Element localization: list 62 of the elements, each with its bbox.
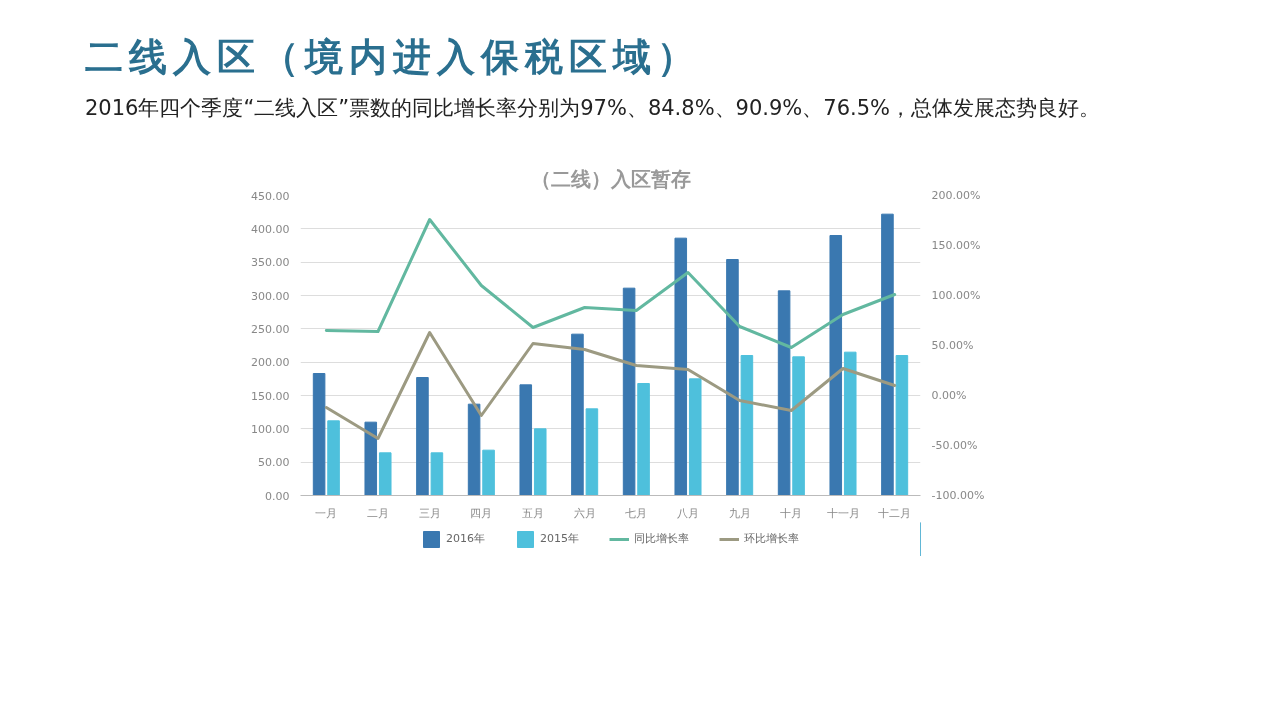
bar [881, 213, 894, 496]
bar [674, 237, 688, 496]
y-tick-label: 0.00 [265, 489, 290, 503]
x-tick-label: 九月 [728, 506, 751, 520]
chart-title: （二线）入区暂存 [530, 166, 691, 191]
y2-tick-label: 100.00% [931, 288, 981, 302]
bar [430, 452, 444, 496]
bar [622, 287, 636, 496]
x-tick-label: 三月 [418, 506, 441, 520]
bar [519, 384, 533, 496]
bar [482, 449, 495, 496]
y2-tick-label: 200.00% [931, 188, 981, 202]
bar [312, 372, 326, 496]
y-tick-label: 200.00 [251, 355, 290, 369]
y-tick-label: 100.00 [251, 422, 290, 436]
bar [585, 408, 599, 496]
bar [378, 452, 392, 496]
x-tick-label: 七月 [625, 506, 648, 520]
x-tick-label: 十二月 [878, 506, 912, 520]
y-tick-label: 50.00 [258, 455, 290, 469]
bar [416, 376, 429, 496]
y2-tick-label: 0.00% [931, 388, 967, 402]
bar [327, 420, 340, 496]
bar [467, 403, 481, 496]
bar [688, 378, 702, 496]
bar [740, 354, 754, 496]
x-tick-label: 四月 [470, 506, 493, 520]
y2-tick-label: 150.00% [931, 238, 981, 252]
legend-label: 环比增长率 [744, 531, 799, 547]
y-tick-label: 150.00 [251, 389, 290, 403]
x-tick-label: 六月 [573, 506, 596, 520]
y2-tick-label: -50.00% [931, 438, 978, 452]
bar [637, 382, 650, 496]
bar [895, 354, 909, 496]
line-series [324, 217, 897, 349]
x-tick-label: 一月 [315, 506, 338, 520]
bar [843, 351, 857, 496]
legend-label: 同比增长率 [634, 531, 689, 547]
text: 2016年四个季度“二线入区”票数的同比增长率分别为97%、84.8%、90.9%、76.5%，总体发展态势良好。 [85, 95, 1101, 123]
x-tick-label: 八月 [677, 506, 699, 520]
y-tick-label: 450.00 [251, 189, 290, 203]
text: 二线入区（境内进入保税区域） [85, 34, 701, 81]
legend-label: 2016年 [446, 531, 485, 547]
y-tick-label: 350.00 [251, 255, 290, 269]
bar [533, 428, 547, 496]
x-tick-label: 二月 [367, 506, 389, 520]
y-tick-label: 250.00 [251, 322, 290, 336]
legend-label: 2015年 [540, 531, 579, 547]
y-tick-label: 400.00 [251, 222, 290, 236]
y2-tick-label: -100.00% [931, 488, 985, 502]
y2-tick-label: 50.00% [931, 338, 974, 352]
y-tick-label: 300.00 [251, 289, 290, 303]
bar [726, 258, 739, 496]
x-tick-label: 十一月 [826, 506, 860, 520]
bar [364, 421, 378, 496]
bar [829, 234, 843, 496]
line-series [324, 330, 897, 440]
x-tick-label: 十月 [780, 506, 803, 520]
bar [777, 290, 791, 496]
x-tick-label: 五月 [522, 506, 544, 520]
bar [792, 356, 805, 496]
bar [571, 333, 584, 496]
